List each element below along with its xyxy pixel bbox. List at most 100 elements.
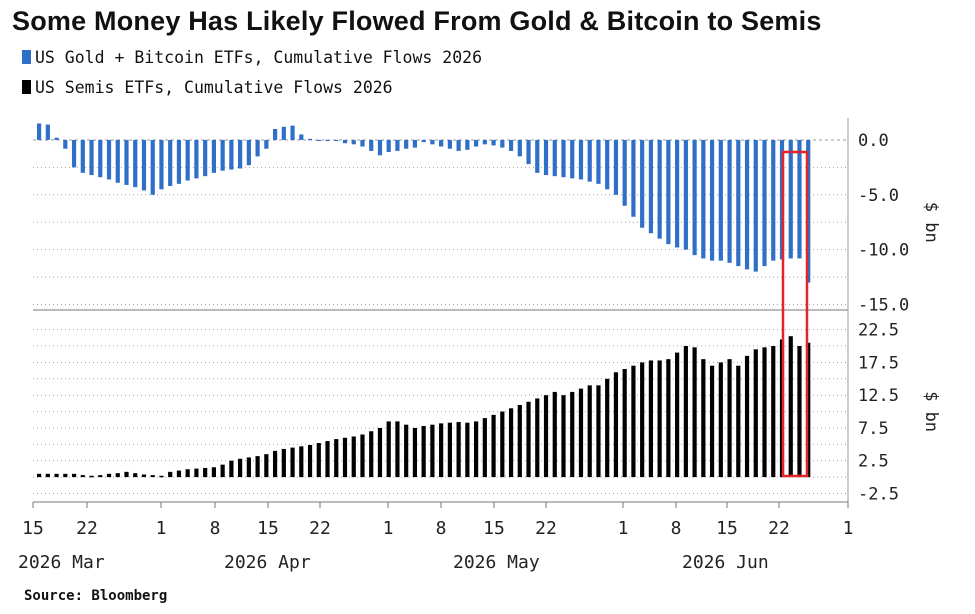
bar-semis <box>133 473 138 478</box>
bar-gold-bitcoin <box>71 139 77 168</box>
y-axis-unit: $ bn <box>921 202 941 243</box>
bar-semis <box>753 349 758 478</box>
bar-semis <box>168 471 173 478</box>
x-tick-label: 1 <box>843 518 854 539</box>
y-tick-label: 22.5 <box>858 321 899 341</box>
legend-item-gold-bitcoin: US Gold + Bitcoin ETFs, Cumulative Flows… <box>22 48 482 67</box>
bar-gold-bitcoin <box>404 139 409 149</box>
bar-semis <box>491 414 496 478</box>
bar-semis <box>526 401 531 478</box>
bar-semis <box>675 352 680 478</box>
y-tick-label: -15.0 <box>858 296 909 316</box>
bar-gold-bitcoin <box>203 139 208 177</box>
bar-semis <box>98 475 103 478</box>
y-tick-label: 17.5 <box>858 353 899 373</box>
x-month-label: 2026 Mar <box>18 552 105 573</box>
bar-semis <box>220 464 225 478</box>
bar-gold-bitcoin <box>465 139 470 150</box>
x-tick-label: 22 <box>309 518 331 539</box>
bar-semis <box>386 421 391 478</box>
bar-semis <box>80 475 85 478</box>
x-tick-label: 15 <box>257 518 279 539</box>
bar-semis <box>203 467 208 478</box>
bar-semis <box>334 439 339 478</box>
bar-semis <box>150 475 155 478</box>
bar-gold-bitcoin <box>613 139 619 195</box>
bar-gold-bitcoin <box>683 139 688 250</box>
bar-semis <box>281 448 286 478</box>
bar-semis <box>194 468 199 478</box>
bar-gold-bitcoin <box>517 139 522 157</box>
bar-semis <box>176 470 182 478</box>
bar-semis <box>307 444 313 478</box>
bar-gold-bitcoin <box>587 139 592 182</box>
bar-gold-bitcoin <box>430 139 435 145</box>
bar-gold-bitcoin <box>666 139 671 245</box>
x-month-label: 2026 Jun <box>682 552 769 573</box>
bar-gold-bitcoin <box>491 139 496 146</box>
bar-gold-bitcoin <box>89 139 94 176</box>
x-tick-label: 1 <box>383 518 394 539</box>
bar-gold-bitcoin <box>797 139 802 259</box>
bar-gold-bitcoin <box>98 139 103 178</box>
bar-semis <box>561 395 566 478</box>
bar-gold-bitcoin <box>238 139 243 169</box>
bar-semis <box>701 359 706 478</box>
bar-semis <box>465 422 470 478</box>
bar-semis <box>404 424 409 478</box>
y-tick-label: -2.5 <box>858 484 899 504</box>
bar-gold-bitcoin <box>736 139 741 267</box>
x-tick-label: 8 <box>210 518 221 539</box>
bar-gold-bitcoin <box>508 139 514 151</box>
bar-gold-bitcoin <box>264 139 269 149</box>
bar-gold-bitcoin <box>692 139 697 256</box>
bar-semis <box>89 475 94 478</box>
bar-gold-bitcoin <box>176 139 182 184</box>
bar-semis <box>657 360 662 478</box>
bar-gold-bitcoin <box>631 139 636 217</box>
bar-semis <box>552 391 557 478</box>
highlight-box <box>781 150 809 478</box>
bar-semis <box>238 458 243 478</box>
bar-gold-bitcoin <box>307 138 313 140</box>
bar-semis <box>570 391 575 478</box>
bar-semis <box>613 372 619 478</box>
bar-semis <box>605 378 610 478</box>
bar-gold-bitcoin <box>246 139 251 166</box>
bar-semis <box>316 443 321 478</box>
bar-gold-bitcoin <box>762 139 767 267</box>
bar-gold-bitcoin <box>535 139 540 173</box>
x-tick-label: 22 <box>76 518 98 539</box>
bar-semis <box>447 422 452 478</box>
bar-semis <box>439 423 444 478</box>
bar-semis <box>744 355 750 478</box>
bar-gold-bitcoin <box>456 139 461 151</box>
y-tick-label: 12.5 <box>858 386 899 406</box>
bar-semis <box>692 347 697 478</box>
bar-semis <box>115 473 120 478</box>
bar-semis <box>727 359 732 478</box>
bar-semis <box>788 336 793 478</box>
bar-semis <box>246 457 251 478</box>
bar-gold-bitcoin <box>727 139 732 263</box>
bar-gold-bitcoin <box>744 139 750 270</box>
y-tick-label: 2.5 <box>858 452 889 472</box>
bar-gold-bitcoin <box>500 139 505 148</box>
bar-gold-bitcoin <box>543 139 549 176</box>
bar-gold-bitcoin <box>482 139 487 145</box>
x-tick-label: 8 <box>436 518 447 539</box>
bar-semis <box>596 385 601 478</box>
bar-gold-bitcoin <box>421 139 426 143</box>
bar-semis <box>500 411 505 478</box>
y-tick-label: -10.0 <box>858 241 909 261</box>
x-tick-label: 1 <box>156 518 167 539</box>
bar-semis <box>622 368 627 478</box>
bar-gold-bitcoin <box>290 125 295 140</box>
bar-semis <box>360 434 365 478</box>
bar-gold-bitcoin <box>351 139 356 145</box>
bar-semis <box>709 365 715 478</box>
bar-gold-bitcoin <box>605 139 610 190</box>
bar-semis <box>648 360 653 478</box>
bar-gold-bitcoin <box>133 139 138 188</box>
bar-gold-bitcoin <box>168 139 173 187</box>
